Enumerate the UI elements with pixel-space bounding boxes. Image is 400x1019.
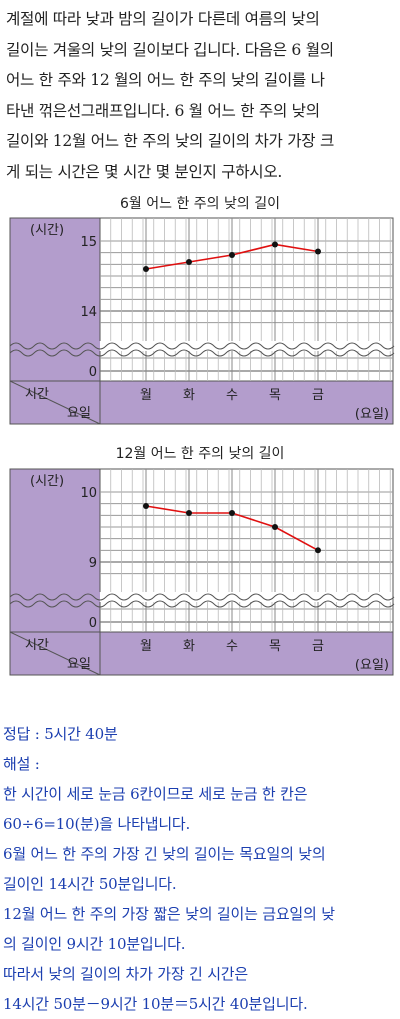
answer-line: 정답 : 5시간 40분 <box>3 725 118 743</box>
x-tick-label: 화 <box>183 388 195 403</box>
y-tick-label: 0 <box>89 365 97 380</box>
y-axis-panel <box>9 468 101 633</box>
x-tick-label: 화 <box>183 639 195 654</box>
y-tick-label: 9 <box>89 556 97 571</box>
x-axis-band <box>99 631 394 676</box>
row-header-diagonal <box>9 380 101 425</box>
explanation-line: 12월 어느 한 주의 가장 짧은 낮의 길이는 금요일의 낮 <box>3 905 335 923</box>
x-tick-label: 월 <box>140 639 152 654</box>
explanation-line: 의 길이인 9시간 10분입니다. <box>3 935 186 953</box>
problem-line: 길이와 12월 어느 한 주의 낮의 길이의 차가 가장 크 <box>6 132 335 150</box>
data-point <box>229 252 235 258</box>
x-tick-label: 목 <box>269 639 281 654</box>
problem-line: 게 되는 시간은 몇 시간 몇 분인지 구하시오. <box>6 162 283 181</box>
x-tick-label: 금 <box>312 388 324 403</box>
problem-line: 어느 한 주와 12 월의 어느 한 주의 낮의 길이를 나 <box>6 71 325 89</box>
row-header-time: 시간 <box>25 387 49 402</box>
x-tick-label: 수 <box>226 639 238 654</box>
data-point <box>272 524 278 530</box>
problem-text: 계절에 따라 낮과 밤의 길이가 다른데 여름의 낮의 길이는 겨울의 낮의 길… <box>6 4 398 187</box>
data-point <box>315 248 321 255</box>
data-point <box>186 510 192 516</box>
y-tick-label: 0 <box>89 616 97 631</box>
x-axis-label: (요일) <box>355 407 389 422</box>
chart-1-title: 6월 어느 한 주의 낮의 길이 <box>120 196 280 212</box>
x-tick-label: 수 <box>226 388 238 403</box>
data-point <box>272 241 278 248</box>
problem-line: 타낸 꺾은선그래프입니다. 6 월 어느 한 주의 낮의 <box>6 101 320 120</box>
y-unit-label: (시간) <box>30 223 64 238</box>
axis-break-wave <box>9 342 395 350</box>
explanation-line: 6월 어느 한 주의 가장 긴 낮의 길이는 목요일의 낮의 <box>3 845 326 863</box>
chart-2-title: 12월 어느 한 주의 낮의 길이 <box>115 446 285 462</box>
x-axis-label: (요일) <box>355 658 389 673</box>
explanation-heading: 해설 : <box>3 755 40 773</box>
row-header-time: 시간 <box>25 638 49 653</box>
explanation-line: 길이인 14시간 50분입니다. <box>3 875 177 893</box>
row-header-diagonal <box>9 631 101 676</box>
problem-line: 계절에 따라 낮과 밤의 길이가 다른데 여름의 낮의 <box>6 10 320 28</box>
data-point <box>143 266 149 272</box>
data-point <box>229 510 235 516</box>
x-tick-label: 금 <box>312 639 324 654</box>
x-tick-label: 목 <box>269 388 281 403</box>
data-point <box>315 547 321 554</box>
y-tick-label: 14 <box>80 305 97 320</box>
data-point <box>186 259 192 265</box>
y-axis-panel <box>9 217 101 382</box>
explanation-line: 따라서 낮의 길이의 차가 가장 긴 시간은 <box>3 965 249 983</box>
x-tick-label: 월 <box>140 388 152 403</box>
axis-break-wave <box>9 600 395 608</box>
explanation-line: 60÷6=10(분)을 나타냅니다. <box>3 815 191 833</box>
y-tick-label: 15 <box>80 235 97 250</box>
row-header-day: 요일 <box>67 657 91 672</box>
axis-break-wave <box>9 349 395 357</box>
problem-line: 길이는 겨울의 낮의 길이보다 깁니다. 다음은 6 월의 <box>6 40 334 59</box>
axis-break-wave <box>9 593 395 601</box>
explanation-line: 14시간 50분－9시간 10분＝5시간 40분입니다. <box>3 995 308 1013</box>
y-unit-label: (시간) <box>30 474 64 489</box>
x-axis-band <box>99 380 394 425</box>
break-gap-panel <box>11 341 100 351</box>
data-point <box>143 503 149 509</box>
explanation-line: 한 시간이 세로 눈금 6칸이므로 세로 눈금 한 칸은 <box>3 785 308 803</box>
solution-section: 정답 : 5시간 40분 해설 : 한 시간이 세로 눈금 6칸이므로 세로 눈… <box>3 719 399 1019</box>
row-header-day: 요일 <box>67 406 91 421</box>
y-tick-label: 10 <box>80 486 97 501</box>
break-gap-panel <box>11 592 100 602</box>
